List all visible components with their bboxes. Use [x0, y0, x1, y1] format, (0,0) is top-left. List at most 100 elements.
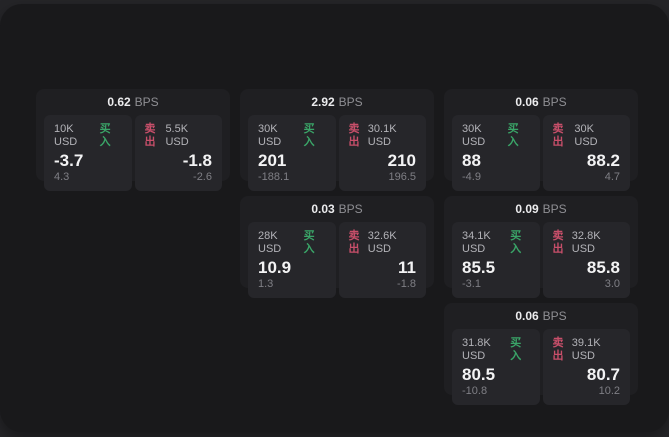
bps-suffix-label: BPS [134, 95, 159, 109]
sell-notional: 30K USD [574, 123, 598, 148]
buy-panel[interactable]: 34.1K USD 买入 85.5 -3.1 [452, 222, 540, 298]
quote-card[interactable]: 0.06 BPS 30K USD 买入 88 -4.9 卖出 30K USD 88… [444, 89, 638, 191]
buy-price: 80.5 [462, 365, 496, 384]
buy-skew: -3.1 [462, 278, 481, 290]
sell-notional: 5.5K USD [165, 123, 189, 148]
buy-price: 85.5 [462, 258, 496, 277]
buy-notional: 34.1K USD [462, 230, 491, 255]
sell-panel-top: 卖出 39.1K USD [553, 337, 621, 363]
bps-value: 0.62 [107, 95, 131, 109]
sell-price: 85.8 [586, 258, 620, 277]
sell-panel[interactable]: 卖出 5.5K USD -1.8 -2.6 [134, 115, 222, 191]
bps-value: 0.09 [515, 202, 539, 216]
quote-panels: 34.1K USD 买入 85.5 -3.1 卖出 32.8K USD 85.8… [452, 222, 630, 298]
buy-price: 201 [258, 151, 287, 170]
sell-panel[interactable]: 卖出 30K USD 88.2 4.7 [542, 115, 630, 191]
sell-side-label: 卖出 [552, 123, 564, 148]
sell-panel-top: 卖出 5.5K USD [145, 123, 213, 149]
quote-card[interactable]: 0.09 BPS 34.1K USD 买入 85.5 -3.1 卖出 32.8K … [444, 196, 638, 298]
quote-panels: 28K USD 买入 10.9 1.3 卖出 32.6K USD 11 -1.8 [248, 222, 426, 298]
buy-panel-top: 31.8K USD 买入 [462, 337, 530, 363]
buy-price: -3.7 [54, 151, 84, 170]
bps-value: 2.92 [311, 95, 335, 109]
sell-skew: -2.6 [193, 171, 212, 183]
buy-notional: 28K USD [258, 230, 282, 255]
buy-panel-top: 30K USD 买入 [258, 123, 326, 149]
bps-header: 0.09 BPS [452, 201, 630, 217]
bps-suffix-label: BPS [542, 95, 567, 109]
bps-header: 2.92 BPS [248, 94, 426, 110]
buy-panel[interactable]: 30K USD 买入 201 -188.1 [248, 115, 336, 191]
sell-skew: -1.8 [397, 278, 416, 290]
sell-side-label: 卖出 [348, 123, 360, 148]
quote-card[interactable]: 0.06 BPS 31.8K USD 买入 80.5 -10.8 卖出 39.1K… [444, 303, 638, 405]
buy-skew: 4.3 [54, 171, 70, 183]
buy-panel[interactable]: 31.8K USD 买入 80.5 -10.8 [452, 329, 540, 405]
buy-panel-top: 28K USD 买入 [258, 230, 326, 256]
quote-panels: 31.8K USD 买入 80.5 -10.8 卖出 39.1K USD 80.… [452, 329, 630, 405]
sell-panel-top: 卖出 30K USD [553, 123, 621, 149]
sell-price: 210 [387, 151, 416, 170]
sell-panel[interactable]: 卖出 30.1K USD 210 196.5 [338, 115, 426, 191]
bps-header: 0.06 BPS [452, 94, 630, 110]
sell-skew: 3.0 [604, 278, 620, 290]
sell-price: 11 [398, 258, 416, 277]
buy-skew: -188.1 [258, 171, 290, 183]
sell-side-label: 卖出 [144, 123, 156, 148]
buy-price: 88 [462, 151, 481, 170]
buy-side-label: 买入 [303, 230, 315, 255]
buy-skew: -10.8 [462, 385, 488, 397]
buy-notional: 31.8K USD [462, 337, 491, 362]
sell-panel-top: 卖出 32.8K USD [553, 230, 621, 256]
buy-panel-top: 34.1K USD 买入 [462, 230, 530, 256]
bps-suffix-label: BPS [542, 202, 567, 216]
buy-price: 10.9 [258, 258, 292, 277]
buy-side-label: 买入 [507, 123, 519, 148]
sell-notional: 39.1K USD [571, 337, 601, 362]
sell-side-label: 卖出 [552, 230, 564, 255]
buy-side-label: 买入 [303, 123, 315, 148]
sell-panel-top: 卖出 32.6K USD [349, 230, 417, 256]
app-window: 0.62 BPS 10K USD 买入 -3.7 4.3 卖出 5.5K USD … [0, 4, 669, 432]
buy-side-label: 买入 [510, 337, 522, 362]
quote-panels: 30K USD 买入 88 -4.9 卖出 30K USD 88.2 4.7 [452, 115, 630, 191]
bps-value: 0.03 [311, 202, 335, 216]
sell-notional: 32.8K USD [571, 230, 601, 255]
sell-panel-top: 卖出 30.1K USD [349, 123, 417, 149]
sell-panel[interactable]: 卖出 32.6K USD 11 -1.8 [338, 222, 426, 298]
quote-panels: 30K USD 买入 201 -188.1 卖出 30.1K USD 210 1… [248, 115, 426, 191]
sell-side-label: 卖出 [348, 230, 360, 255]
buy-skew: 1.3 [258, 278, 274, 290]
buy-panel-top: 10K USD 买入 [54, 123, 122, 149]
cards-grid: 0.62 BPS 10K USD 买入 -3.7 4.3 卖出 5.5K USD … [36, 89, 638, 405]
buy-panel[interactable]: 10K USD 买入 -3.7 4.3 [44, 115, 132, 191]
sell-panel[interactable]: 卖出 32.8K USD 85.8 3.0 [542, 222, 630, 298]
buy-panel[interactable]: 30K USD 买入 88 -4.9 [452, 115, 540, 191]
sell-price: 80.7 [586, 365, 620, 384]
bps-header: 0.62 BPS [44, 94, 222, 110]
sell-price: 88.2 [586, 151, 620, 170]
sell-notional: 30.1K USD [367, 123, 397, 148]
sell-panel[interactable]: 卖出 39.1K USD 80.7 10.2 [542, 329, 630, 405]
bps-value: 0.06 [515, 95, 539, 109]
sell-skew: 196.5 [388, 171, 416, 183]
buy-notional: 30K USD [462, 123, 486, 148]
bps-suffix-label: BPS [338, 95, 363, 109]
sell-skew: 4.7 [604, 171, 620, 183]
quote-card[interactable]: 0.62 BPS 10K USD 买入 -3.7 4.3 卖出 5.5K USD … [36, 89, 230, 191]
sell-side-label: 卖出 [552, 337, 564, 362]
buy-panel[interactable]: 28K USD 买入 10.9 1.3 [248, 222, 336, 298]
bps-suffix-label: BPS [542, 309, 567, 323]
bps-header: 0.06 BPS [452, 308, 630, 324]
buy-side-label: 买入 [99, 123, 111, 148]
buy-notional: 10K USD [54, 123, 78, 148]
buy-side-label: 买入 [510, 230, 522, 255]
sell-price: -1.8 [182, 151, 212, 170]
quote-panels: 10K USD 买入 -3.7 4.3 卖出 5.5K USD -1.8 -2.… [44, 115, 222, 191]
bps-value: 0.06 [515, 309, 539, 323]
buy-skew: -4.9 [462, 171, 481, 183]
sell-skew: 10.2 [598, 385, 620, 397]
buy-panel-top: 30K USD 买入 [462, 123, 530, 149]
quote-card[interactable]: 0.03 BPS 28K USD 买入 10.9 1.3 卖出 32.6K USD… [240, 196, 434, 298]
quote-card[interactable]: 2.92 BPS 30K USD 买入 201 -188.1 卖出 30.1K U… [240, 89, 434, 191]
